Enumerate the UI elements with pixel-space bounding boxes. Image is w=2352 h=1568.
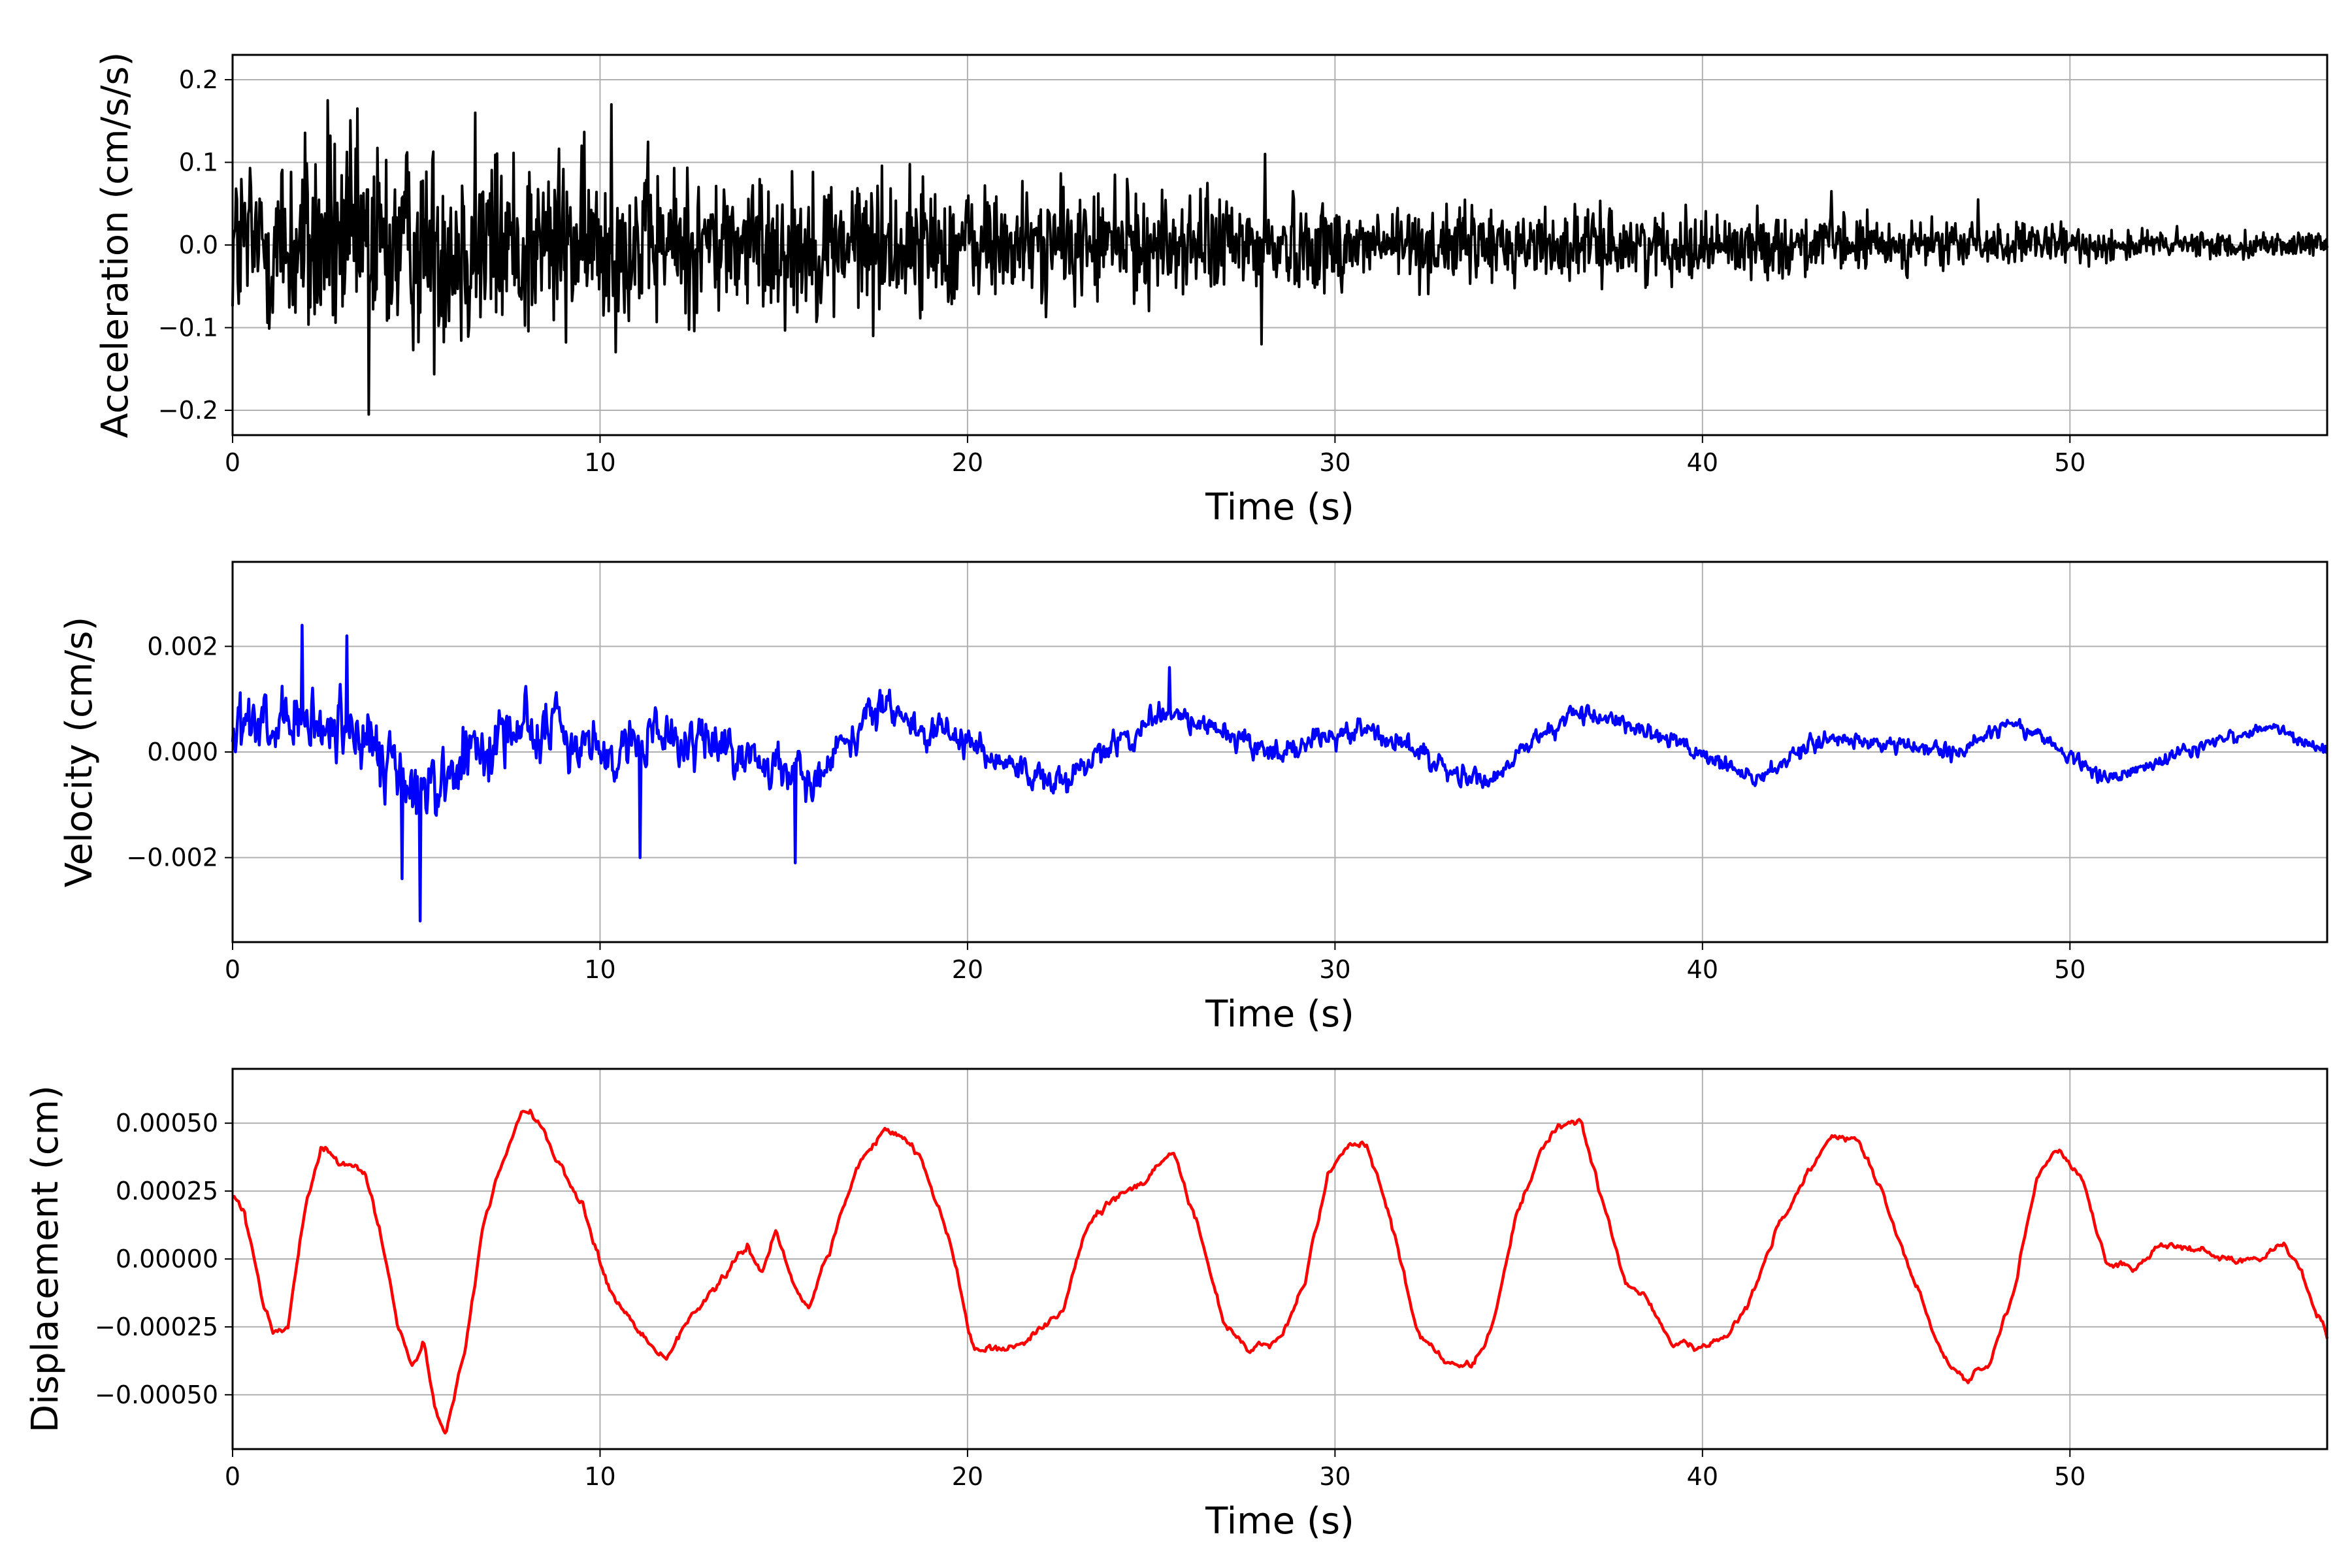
y-tick-label: 0.0 [179,231,218,259]
x-tick-label: 50 [2054,448,2085,477]
velocity-series [231,623,2328,923]
y-tick-label: 0.00050 [116,1109,218,1137]
x-tick-label: 30 [1319,1462,1350,1491]
y-tick-label: 0.002 [147,632,218,661]
x-tick-label: 30 [1319,955,1350,984]
y-tick-label: −0.1 [158,314,218,342]
x-tick-label: 30 [1319,448,1350,477]
acceleration-series [231,99,2328,416]
y-axis-title: Acceleration (cm/s/s) [94,52,137,438]
x-tick-label: 20 [952,955,983,984]
x-tick-label: 0 [225,1462,240,1491]
y-tick-label: 0.00000 [116,1245,218,1273]
y-axis-title: Displacement (cm) [24,1085,67,1433]
x-tick-label: 20 [952,1462,983,1491]
x-axis-title: Time (s) [1205,486,1354,529]
x-tick-label: 0 [225,955,240,984]
acceleration-panel: 0 10 20 30 40 50 −0.2 −0.1 0.0 0.1 0.2 Time (s) Ac… [94,52,2328,529]
x-tick-label: 40 [1687,448,1718,477]
x-tick-label: 50 [2054,955,2085,984]
y-tick-label: 0.2 [179,65,218,94]
y-tick-label: 0.000 [147,738,218,766]
series-line [231,99,2328,416]
y-tick-label: −0.00050 [95,1380,218,1409]
x-tick-label: 50 [2054,1462,2085,1491]
ticks: 0 10 20 30 40 50 −0.002 0.000 0.002 [126,632,2085,984]
x-tick-label: 0 [225,448,240,477]
x-tick-label: 40 [1687,955,1718,984]
grid [232,1069,2327,1449]
x-axis-title: Time (s) [1205,993,1354,1036]
y-tick-label: −0.2 [158,396,218,425]
velocity-panel: 0 10 20 30 40 50 −0.002 0.000 0.002 Time (s) Vel… [58,561,2328,1036]
displacement-panel: 0 10 20 30 40 50 −0.00050 −0.00025 0.00000 0.0002… [24,1068,2329,1543]
ticks: 0 10 20 30 40 50 −0.2 −0.1 0.0 0.1 0.2 [158,65,2086,477]
y-tick-label: −0.002 [126,843,218,872]
x-tick-label: 40 [1687,1462,1718,1491]
y-tick-label: 0.1 [179,148,218,176]
y-axis-title: Velocity (cm/s) [58,617,101,888]
x-tick-label: 10 [584,1462,615,1491]
y-tick-label: −0.00025 [95,1313,218,1341]
x-axis-title: Time (s) [1205,1500,1354,1543]
x-tick-label: 10 [584,448,615,477]
y-tick-label: 0.00025 [116,1177,218,1205]
x-tick-label: 20 [952,448,983,477]
series-line [232,1109,2329,1435]
ticks: 0 10 20 30 40 50 −0.00050 −0.00025 0.00000 0.0002… [95,1109,2085,1491]
series-line [231,623,2328,923]
x-tick-label: 10 [584,955,615,984]
displacement-series [232,1109,2329,1435]
